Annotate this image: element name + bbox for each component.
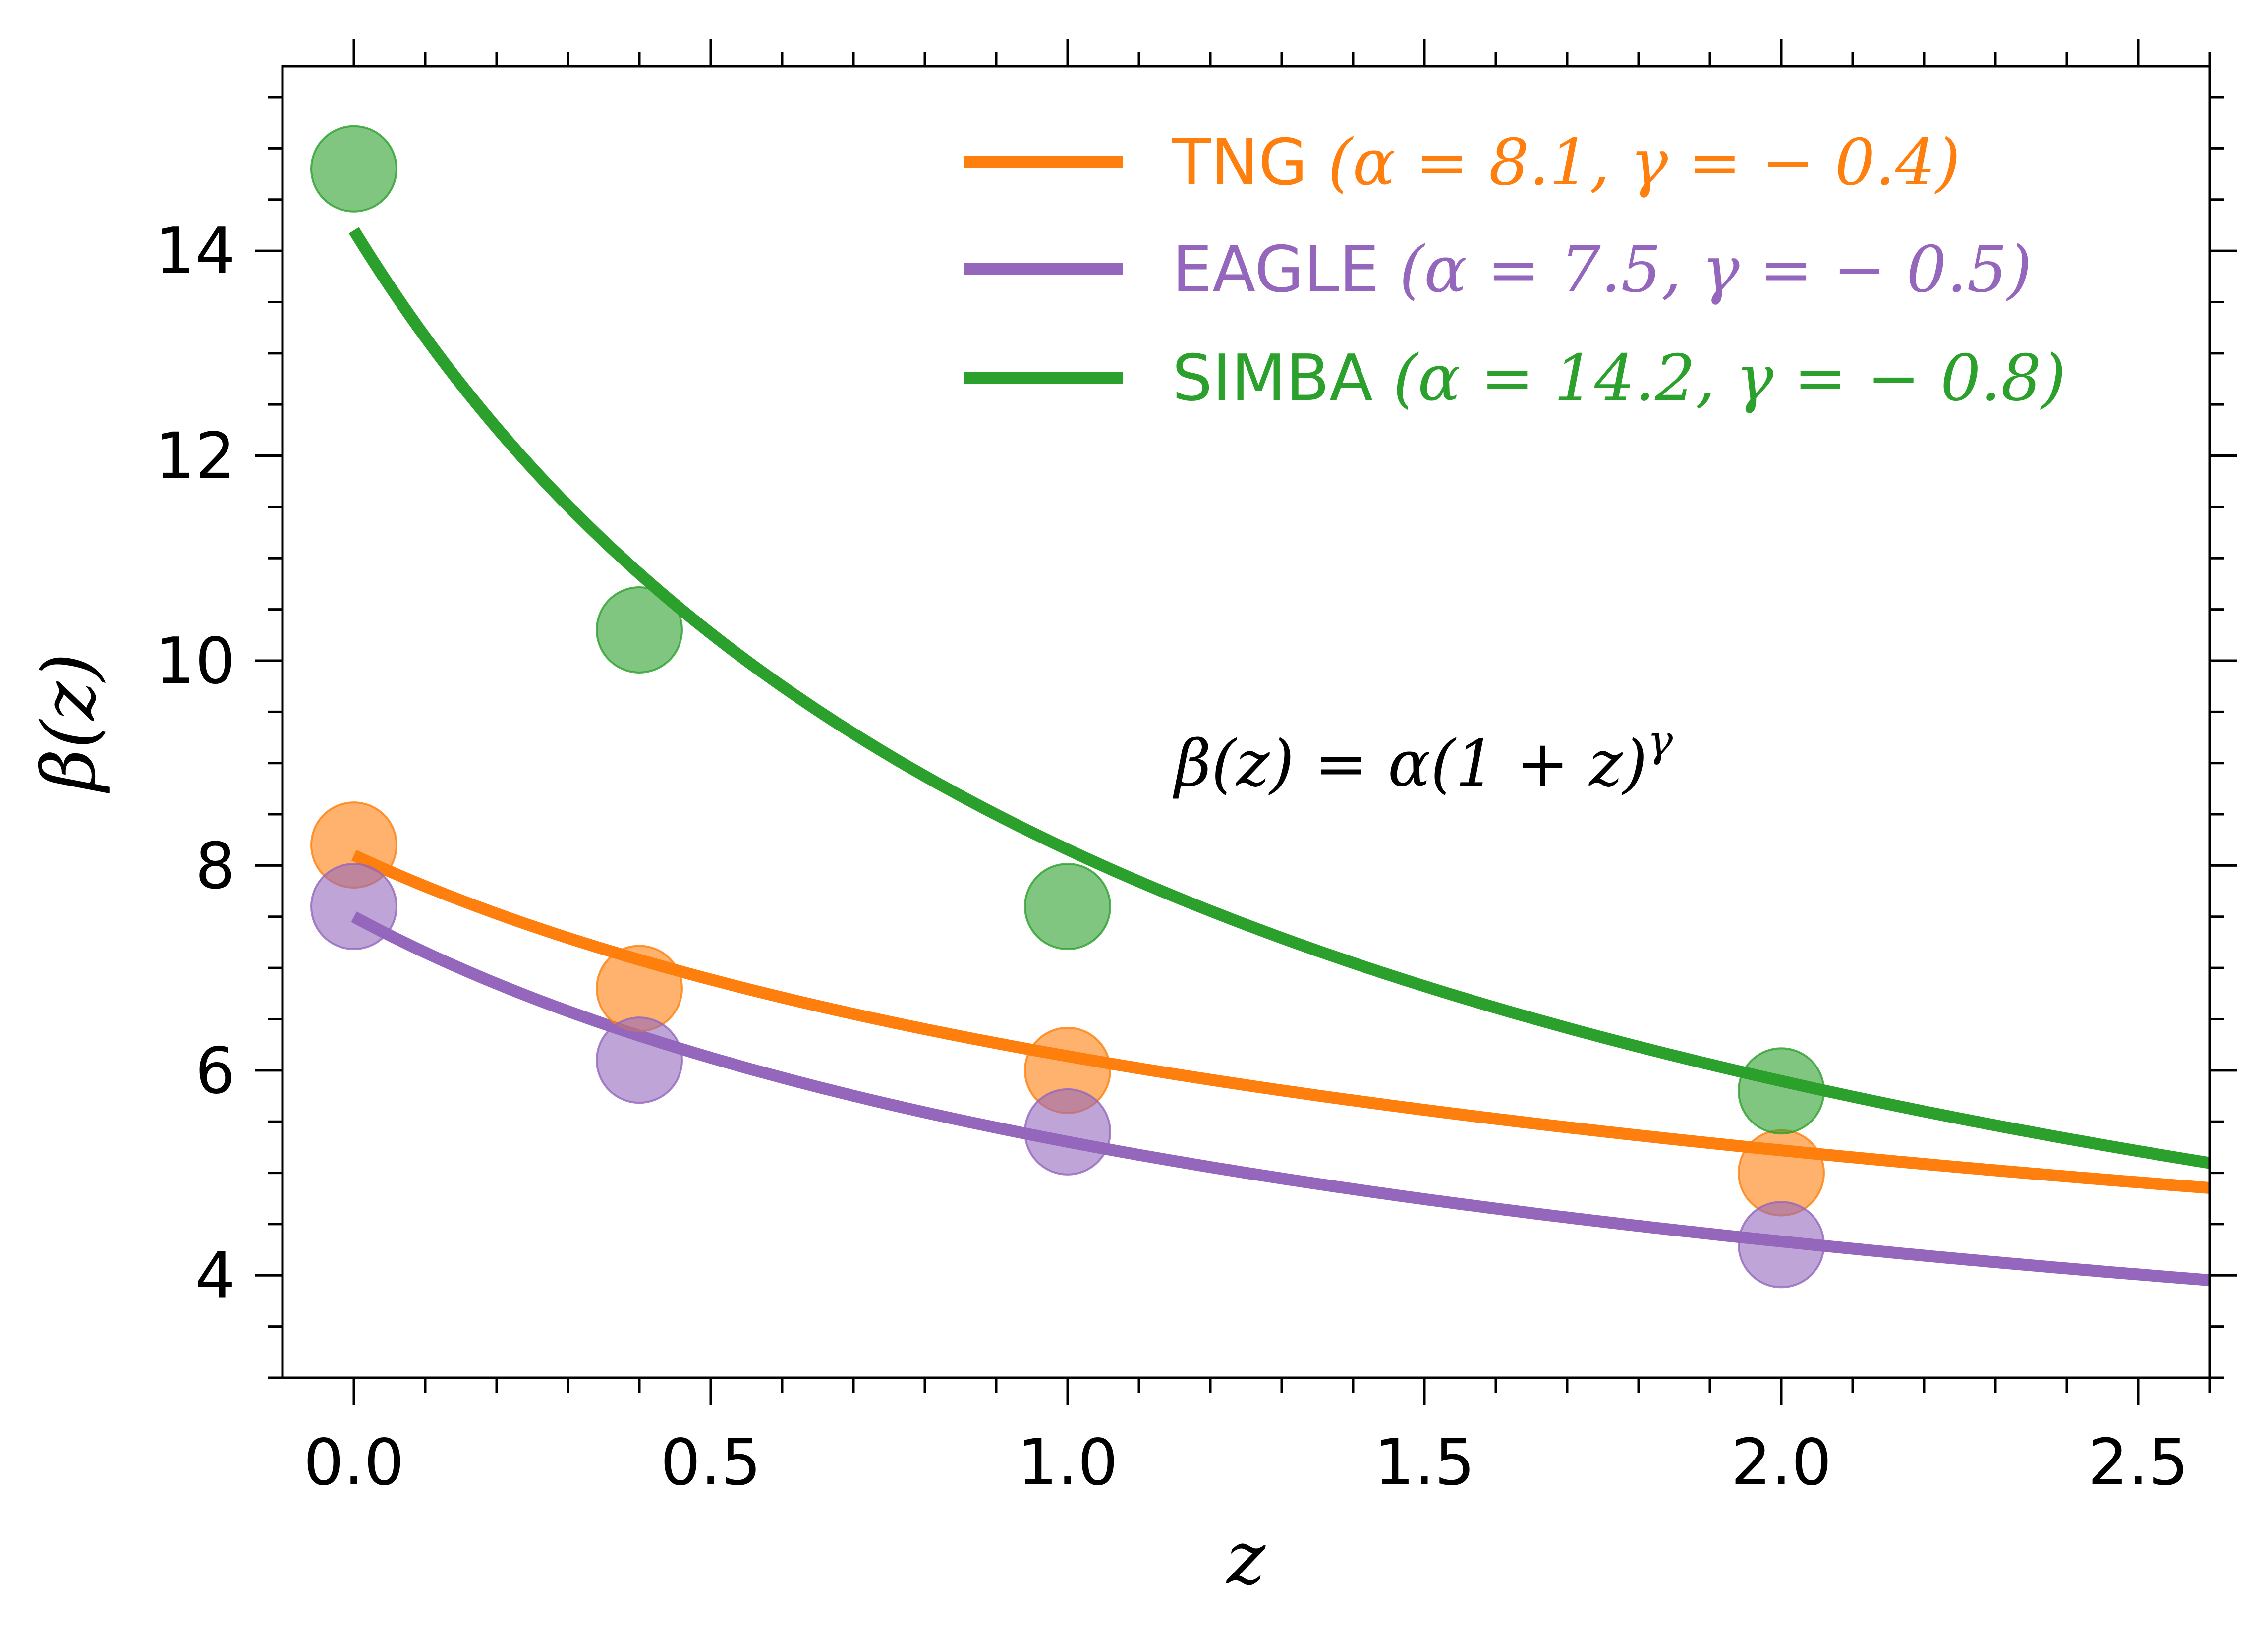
legend-name-eagle: EAGLE xyxy=(1172,233,1379,307)
legend-name-simba: SIMBA xyxy=(1172,341,1373,415)
data-point-eagle xyxy=(596,1016,683,1104)
y-tick-label: 12 xyxy=(155,420,235,494)
legend-entry-tng: TNG (α = 8.1, γ = − 0.4) xyxy=(964,126,1960,200)
legend-params-simba: (α = 14.2, γ = − 0.8) xyxy=(1393,341,2066,415)
x-tick-label: 0.5 xyxy=(660,1426,761,1500)
formula-exponent: γ xyxy=(1647,717,1673,766)
legend-label-simba: SIMBA (α = 14.2, γ = − 0.8) xyxy=(1172,341,2066,415)
data-point-eagle xyxy=(1024,1088,1111,1176)
legend-entry-simba: SIMBA (α = 14.2, γ = − 0.8) xyxy=(964,341,2066,415)
x-tick-label: 0.0 xyxy=(303,1426,404,1500)
y-axis-label: β(z) xyxy=(26,653,112,793)
tick-labels: 0.0 0.5 1.0 1.5 2.0 2.5 4 6 8 10 12 14 xyxy=(155,215,2189,1500)
legend-label-tng: TNG (α = 8.1, γ = − 0.4) xyxy=(1172,126,1960,200)
formula-base: β(z) = α(1 + z) xyxy=(1173,727,1647,801)
legend: TNG (α = 8.1, γ = − 0.4) EAGLE (α = 7.5,… xyxy=(964,126,2066,415)
x-tick-label: 2.5 xyxy=(2088,1426,2189,1500)
plot-area xyxy=(310,125,2211,1289)
data-point-simba xyxy=(1024,863,1111,951)
data-point-eagle xyxy=(310,863,397,951)
x-tick-label: 2.0 xyxy=(1731,1426,1832,1500)
data-point-simba xyxy=(596,586,683,674)
x-tick-label: 1.0 xyxy=(1017,1426,1118,1500)
data-point-eagle xyxy=(1738,1201,1825,1289)
data-point-simba xyxy=(1738,1047,1825,1135)
legend-params-tng: (α = 8.1, γ = − 0.4) xyxy=(1328,126,1961,200)
data-point-simba xyxy=(310,125,397,213)
x-axis-label: z xyxy=(1226,1516,1266,1601)
legend-label-eagle: EAGLE (α = 7.5, γ = − 0.5) xyxy=(1172,233,2032,307)
y-tick-label: 6 xyxy=(195,1034,235,1108)
legend-entry-eagle: EAGLE (α = 7.5, γ = − 0.5) xyxy=(964,233,2032,307)
ticks xyxy=(255,39,2237,1405)
y-tick-label: 4 xyxy=(195,1239,235,1313)
formula-annotation: β(z) = α(1 + z)γ xyxy=(1173,717,1673,801)
data-markers xyxy=(310,125,1825,1289)
x-tick-label: 1.5 xyxy=(1374,1426,1475,1500)
y-tick-label: 8 xyxy=(195,829,235,903)
y-tick-label: 10 xyxy=(155,624,235,698)
axes-frame xyxy=(281,65,2211,1379)
legend-params-eagle: (α = 7.5, γ = − 0.5) xyxy=(1399,233,2032,307)
y-tick-label: 14 xyxy=(155,215,235,288)
legend-name-tng: TNG xyxy=(1172,126,1307,200)
